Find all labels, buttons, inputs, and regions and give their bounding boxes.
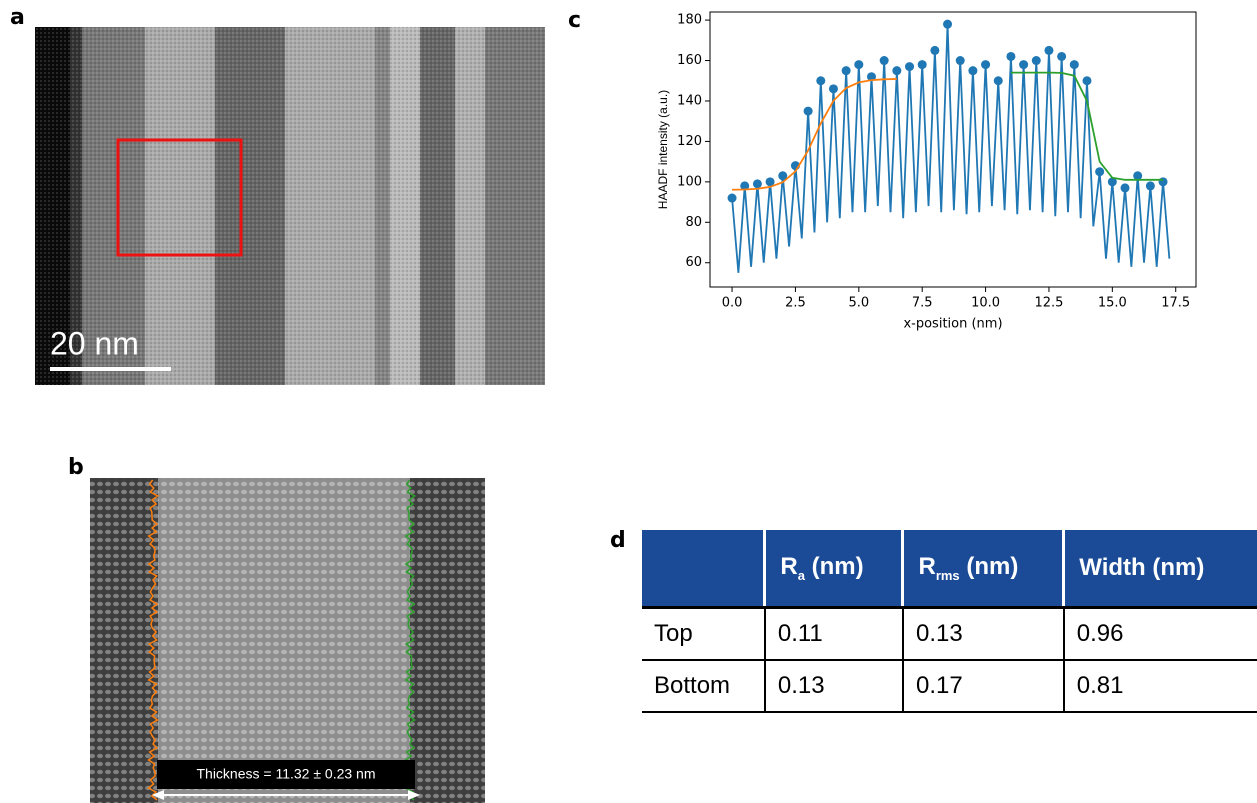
data-point — [1158, 177, 1168, 187]
panel-label: a — [10, 5, 25, 30]
table-cell: Bottom — [642, 659, 766, 713]
data-point — [816, 76, 826, 86]
x-tick-label: 10.0 — [971, 296, 1000, 311]
data-point — [778, 171, 788, 181]
y-tick-label: 60 — [685, 255, 702, 270]
data-point — [752, 179, 762, 189]
panel-label: d — [610, 528, 626, 553]
table-cell: Top — [642, 606, 766, 661]
y-axis-label: HAADF intensity (a.u.) — [656, 90, 670, 209]
x-tick-label: 12.5 — [1034, 296, 1063, 311]
table-cell: 0.11 — [764, 606, 904, 661]
data-point — [917, 60, 927, 70]
header-text: R — [780, 553, 798, 581]
data-point — [955, 56, 965, 66]
data-point — [866, 72, 876, 82]
header-subscript: a — [797, 567, 805, 583]
x-tick-label: 5.0 — [848, 296, 869, 311]
y-tick-label: 160 — [677, 53, 702, 68]
data-point — [765, 177, 775, 187]
data-point — [968, 66, 978, 76]
table: Ra (nm) Rrms (nm) Width (nm) Top 0.11 0.13 0.9… — [642, 530, 1257, 713]
panel-label: c — [568, 8, 582, 33]
y-tick-label: 140 — [677, 93, 702, 108]
plot-frame — [709, 11, 1197, 288]
x-tick-label: 15.0 — [1098, 296, 1127, 311]
data-point — [1082, 76, 1092, 86]
data-point — [1133, 171, 1143, 181]
data-point — [892, 66, 902, 76]
data-point — [930, 45, 940, 55]
data-point — [981, 60, 991, 70]
data-point — [943, 19, 953, 29]
data-point — [1057, 51, 1067, 61]
header-text: R — [918, 553, 936, 581]
x-tick-label: 7.5 — [912, 296, 933, 311]
header-cell: Ra (nm) — [764, 530, 905, 609]
line-chart: 0.0 2.5 5.0 7.5 10.0 12.5 15.0 17.5 60 80 100 120 14… — [656, 11, 1197, 332]
y-tick-label: 120 — [677, 134, 702, 149]
data-point — [905, 62, 915, 72]
data-point — [879, 56, 889, 66]
data-point — [1069, 60, 1079, 70]
data-point — [803, 106, 813, 116]
data-point — [1044, 45, 1054, 55]
table-row: Top 0.11 0.13 0.96 — [642, 606, 1257, 661]
data-point — [727, 193, 737, 203]
header-cell: Width (nm) — [1063, 530, 1257, 609]
data-point — [1120, 183, 1130, 193]
annotation: Thickness = 11.32 ± 0.23 nm — [196, 766, 375, 782]
data-point — [828, 84, 838, 94]
table-cell: 0.13 — [902, 606, 1065, 661]
data-point — [1095, 167, 1105, 177]
header-unit: (nm) — [811, 553, 864, 581]
header-row: Ra (nm) Rrms (nm) Width (nm) — [642, 530, 1257, 609]
data-point — [841, 66, 851, 76]
data-point — [1145, 181, 1155, 191]
x-tick-label: 2.5 — [785, 296, 806, 311]
y-tick-label: 80 — [685, 215, 702, 230]
data-point — [740, 181, 750, 191]
data-point — [1006, 51, 1016, 61]
scale-bar-label: 20 nm — [50, 325, 139, 361]
interface-trace — [404, 479, 417, 801]
table-cell: 0.96 — [1063, 606, 1257, 661]
data-line — [1010, 71, 1164, 181]
stem-image-zoom: Thickness = 11.32 ± 0.23 nm — [90, 478, 485, 803]
data-point — [1107, 177, 1117, 187]
data-point — [1031, 56, 1041, 66]
y-tick-label: 100 — [677, 174, 702, 189]
table-cell: 0.13 — [764, 659, 904, 713]
data-point — [854, 60, 864, 70]
data-point — [1019, 60, 1029, 70]
interface-trace — [147, 479, 160, 801]
table-row: Bottom 0.13 0.17 0.81 — [642, 659, 1257, 713]
data-line — [731, 24, 1171, 273]
data-line — [732, 78, 897, 191]
header-unit: (nm) — [966, 553, 1019, 581]
header-text: Width (nm) — [1079, 554, 1205, 581]
data-point — [993, 76, 1003, 86]
x-axis-label: x-position (nm) — [903, 317, 1002, 332]
stem-image: 20 nm — [35, 27, 545, 385]
y-tick-label: 180 — [677, 13, 702, 28]
panel-label: b — [68, 455, 84, 480]
header-subscript: rms — [935, 567, 960, 583]
header-cell: Rrms (nm) — [902, 530, 1066, 609]
x-tick-label: 17.5 — [1161, 296, 1190, 311]
table-cell: 0.17 — [902, 659, 1065, 713]
header-cell — [642, 530, 767, 609]
x-tick-label: 0.0 — [722, 296, 743, 311]
table-cell: 0.81 — [1063, 659, 1257, 713]
